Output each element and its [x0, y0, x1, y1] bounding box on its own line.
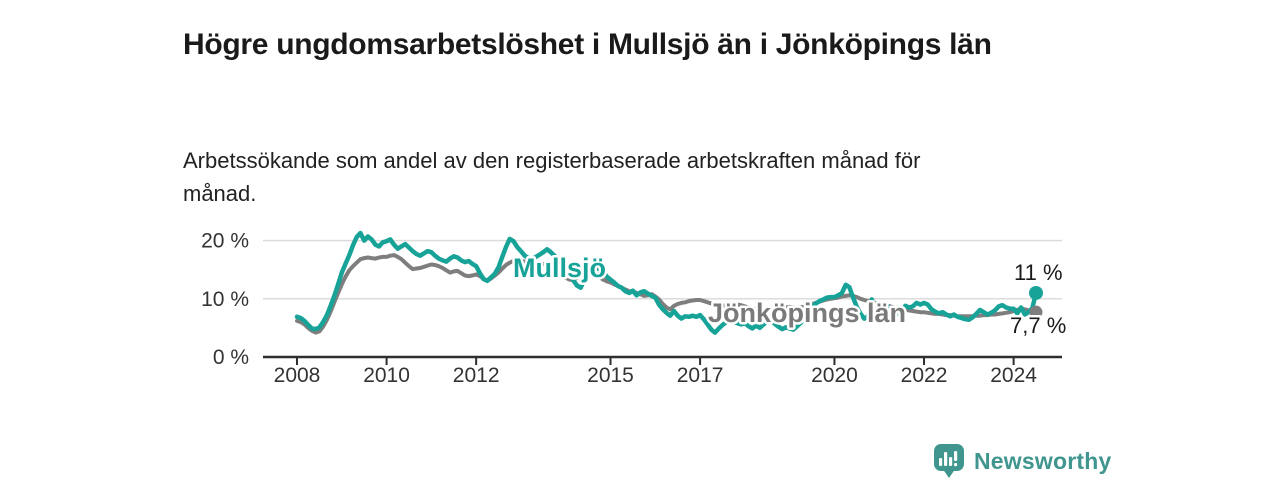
end-label-jonkopings-lan: 7,7 % — [1010, 313, 1066, 338]
end-label-mullsjo: 11 % — [1014, 260, 1063, 285]
y-tick-label-10: 10 % — [201, 288, 249, 311]
end-dot-mullsjo — [1029, 285, 1043, 300]
x-tick-label-2022: 2022 — [901, 364, 948, 387]
series-line-mullsjo — [294, 230, 1039, 335]
x-tick-label-2017: 2017 — [677, 364, 724, 387]
series-label-mullsjo: Mullsjö — [513, 253, 606, 283]
x-tick-label-2024: 2024 — [990, 364, 1037, 387]
x-tick-label-2015: 2015 — [587, 364, 634, 387]
y-tick-label-20: 20 % — [201, 230, 249, 253]
x-tick-label-2008: 2008 — [274, 364, 321, 387]
x-tick-label-2012: 2012 — [453, 364, 500, 387]
end-dot-jonkopings-lan — [1029, 305, 1043, 319]
newsworthy-wordmark: Newsworthy — [974, 447, 1112, 474]
series-line-jonkopings-lan — [295, 253, 1038, 335]
x-tick-label-2020: 2020 — [811, 364, 858, 387]
y-tick-label-0: 0 % — [213, 346, 249, 369]
page-subtitle: Arbetssökande som andel av den registerb… — [183, 148, 921, 206]
newsworthy-logo: Newsworthy — [933, 443, 1111, 479]
x-tick-label-2010: 2010 — [363, 364, 410, 387]
series-label-jonkopings-lan: Jönköpings län — [708, 298, 906, 328]
page-title: Högre ungdomsarbetslöshet i Mullsjö än i… — [183, 28, 992, 62]
bar-chart-speech-bubble-icon — [934, 444, 964, 478]
